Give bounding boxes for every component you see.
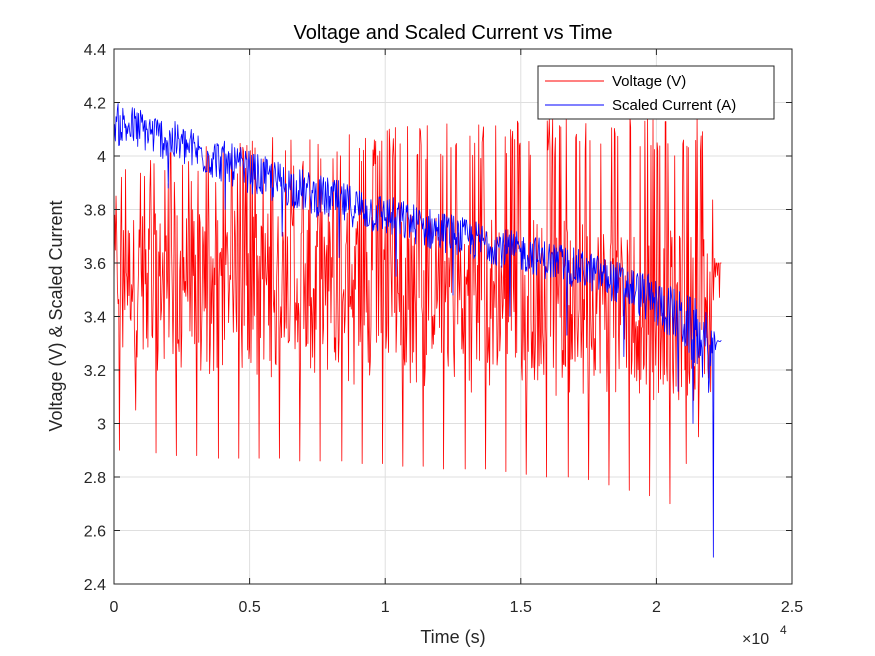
y-tick-label: 4	[97, 149, 106, 166]
x-tick-label: 0.5	[238, 599, 260, 616]
y-tick-label: 4.4	[84, 42, 106, 59]
x-tick-label: 0	[110, 599, 119, 616]
legend: Voltage (V) Scaled Current (A)	[537, 65, 775, 120]
x-axis-exponent: ×10 4	[742, 623, 787, 648]
legend-box	[537, 65, 775, 120]
y-tick-label: 3.2	[84, 363, 106, 380]
y-tick-label: 2.4	[84, 577, 106, 594]
x-exponent-base: ×10	[742, 631, 769, 648]
y-tick-label: 2.8	[84, 470, 106, 487]
y-tick-label: 3.6	[84, 256, 106, 273]
x-exponent-power: 4	[780, 623, 787, 637]
x-tick-label: 1	[381, 599, 390, 616]
x-tick-label: 1.5	[510, 599, 532, 616]
y-tick-label: 3	[97, 417, 106, 434]
ticks: 0 0.5 1 1.5 2 2.5 2.4 2.6 2.8 3 3.2 3.4 3.6 3.8 4 4.2 4.…	[84, 42, 803, 616]
y-axis-label: Voltage (V) & Scaled Current	[46, 200, 66, 431]
y-tick-label: 4.2	[84, 96, 106, 113]
y-tick-label: 3.4	[84, 310, 106, 327]
series-area	[114, 103, 722, 558]
x-tick-label: 2.5	[781, 599, 803, 616]
series-line-voltage	[114, 115, 722, 505]
y-tick-label: 3.8	[84, 203, 106, 220]
x-tick-label: 2	[652, 599, 661, 616]
legend-label-voltage: Voltage (V)	[612, 73, 686, 90]
series-line-scaled-current	[114, 103, 722, 558]
chart-title: Voltage and Scaled Current vs Time	[293, 22, 612, 44]
legend-label-current: Scaled Current (A)	[612, 97, 736, 114]
x-axis-label: Time (s)	[420, 627, 485, 647]
y-tick-label: 2.6	[84, 524, 106, 541]
